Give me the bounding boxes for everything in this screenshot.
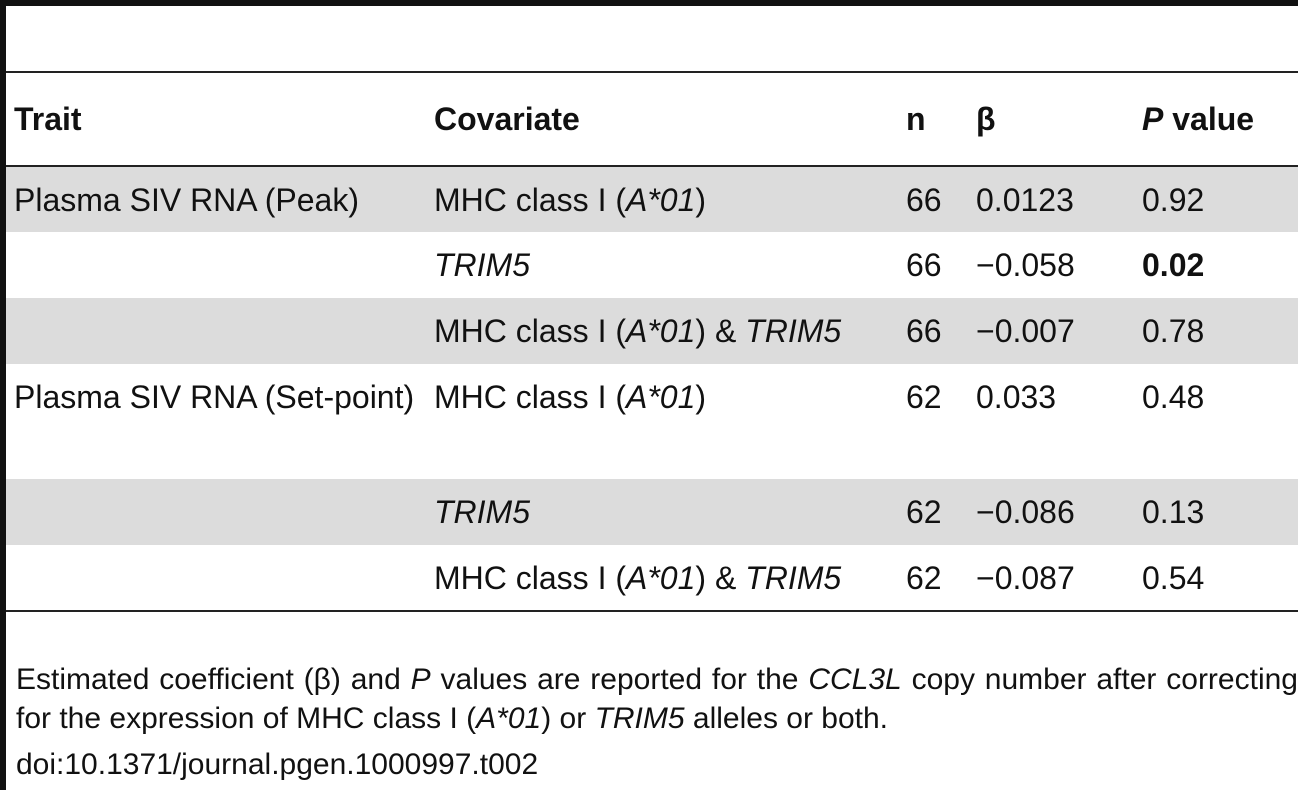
footnote-text: copy number after correcting for the exp… bbox=[16, 663, 1298, 735]
header-covariate: Covariate bbox=[426, 73, 898, 167]
table-row: TRIM5 66 −0.058 0.02 bbox=[6, 232, 1298, 298]
table-row: TRIM5 62 −0.086 0.13 bbox=[6, 479, 1298, 545]
table-row: MHC class I (A*01) & TRIM5 62 −0.087 0.5… bbox=[6, 545, 1298, 612]
cell-n: 62 bbox=[898, 545, 968, 612]
cell-n: 66 bbox=[898, 166, 968, 232]
covariate-trim5: TRIM5 bbox=[745, 313, 842, 349]
cell-trait bbox=[6, 298, 426, 364]
left-border bbox=[0, 0, 6, 790]
table-top-rule bbox=[6, 71, 1298, 73]
covariate-allele: A*01 bbox=[626, 379, 696, 415]
top-border bbox=[0, 0, 1298, 6]
covariate-allele: A*01 bbox=[626, 560, 696, 596]
covariate-text: ) bbox=[695, 182, 707, 218]
cell-trait bbox=[6, 545, 426, 612]
cell-p-value: 0.13 bbox=[1134, 479, 1298, 545]
covariate-allele: A*01 bbox=[626, 182, 696, 218]
footnote-text: Estimated coefficient (β) and bbox=[16, 663, 411, 696]
cell-covariate: MHC class I (A*01) & TRIM5 bbox=[426, 545, 898, 612]
cell-beta: 0.0123 bbox=[968, 166, 1134, 232]
covariate-allele: A*01 bbox=[626, 313, 696, 349]
cell-p-value: 0.48 bbox=[1142, 379, 1205, 415]
cell-covariate: MHC class I (A*01) bbox=[426, 364, 898, 479]
covariate-trim5: TRIM5 bbox=[434, 247, 530, 283]
cell-beta: −0.086 bbox=[968, 479, 1134, 545]
header-p-value: P value bbox=[1134, 73, 1298, 167]
footnote-text: P bbox=[410, 663, 431, 696]
cell-trait bbox=[6, 232, 426, 298]
footnote-text: values are reported for the bbox=[430, 663, 809, 696]
covariate-text: ) & bbox=[695, 313, 746, 349]
cell-covariate: MHC class I (A*01) bbox=[426, 166, 898, 232]
table-row: Plasma SIV RNA (Set-point) MHC class I (… bbox=[6, 364, 1298, 479]
covariate-text: ) & bbox=[695, 560, 746, 596]
cell-n: 62 bbox=[906, 379, 942, 415]
cell-trait: Plasma SIV RNA (Set-point) bbox=[14, 379, 415, 415]
cell-p-value-significant: 0.02 bbox=[1142, 247, 1205, 283]
footnote-text: A*01 bbox=[476, 702, 542, 735]
cell-beta: −0.087 bbox=[968, 545, 1134, 612]
doi-link[interactable]: doi:10.1371/journal.pgen.1000997.t002 bbox=[16, 748, 539, 781]
cell-trait: Plasma SIV RNA (Peak) bbox=[6, 166, 426, 232]
cell-beta: −0.058 bbox=[976, 247, 1075, 283]
covariate-text: MHC class I ( bbox=[434, 313, 626, 349]
cell-beta: −0.007 bbox=[968, 298, 1134, 364]
cell-p-value: 0.54 bbox=[1134, 545, 1298, 612]
header-trait: Trait bbox=[6, 73, 426, 167]
header-beta: β bbox=[968, 73, 1134, 167]
covariate-text: MHC class I ( bbox=[434, 379, 626, 415]
cell-covariate: TRIM5 bbox=[426, 479, 898, 545]
covariate-text: MHC class I ( bbox=[434, 182, 626, 218]
covariate-trim5: TRIM5 bbox=[434, 494, 530, 530]
cell-n: 62 bbox=[898, 479, 968, 545]
header-row: Trait Covariate n β P value bbox=[6, 73, 1298, 167]
covariate-text: ) bbox=[695, 379, 707, 415]
cell-p-value: 0.92 bbox=[1134, 166, 1298, 232]
cell-beta: 0.033 bbox=[976, 379, 1057, 415]
covariate-text: MHC class I ( bbox=[434, 560, 626, 596]
footnote-text: ) or bbox=[541, 702, 595, 735]
footnote-text: CCL3L bbox=[808, 663, 902, 696]
table-footnote: Estimated coefficient (β) and P values a… bbox=[16, 660, 1298, 738]
results-table: Trait Covariate n β P value Plasma SIV R… bbox=[6, 73, 1298, 612]
table-row: Plasma SIV RNA (Peak) MHC class I (A*01)… bbox=[6, 166, 1298, 232]
footnote-text: TRIM5 bbox=[594, 702, 685, 735]
header-p-rest: value bbox=[1163, 100, 1255, 137]
header-p-italic: P bbox=[1142, 100, 1164, 137]
cell-n: 66 bbox=[898, 298, 968, 364]
cell-covariate: MHC class I (A*01) & TRIM5 bbox=[426, 298, 898, 364]
table-row: MHC class I (A*01) & TRIM5 66 −0.007 0.7… bbox=[6, 298, 1298, 364]
footnote-text: alleles or both. bbox=[684, 702, 889, 735]
header-n: n bbox=[898, 73, 968, 167]
covariate-trim5: TRIM5 bbox=[745, 560, 842, 596]
cell-p-value: 0.78 bbox=[1134, 298, 1298, 364]
cell-covariate: TRIM5 bbox=[426, 232, 898, 298]
cell-n: 66 bbox=[906, 247, 942, 283]
cell-trait bbox=[6, 479, 426, 545]
